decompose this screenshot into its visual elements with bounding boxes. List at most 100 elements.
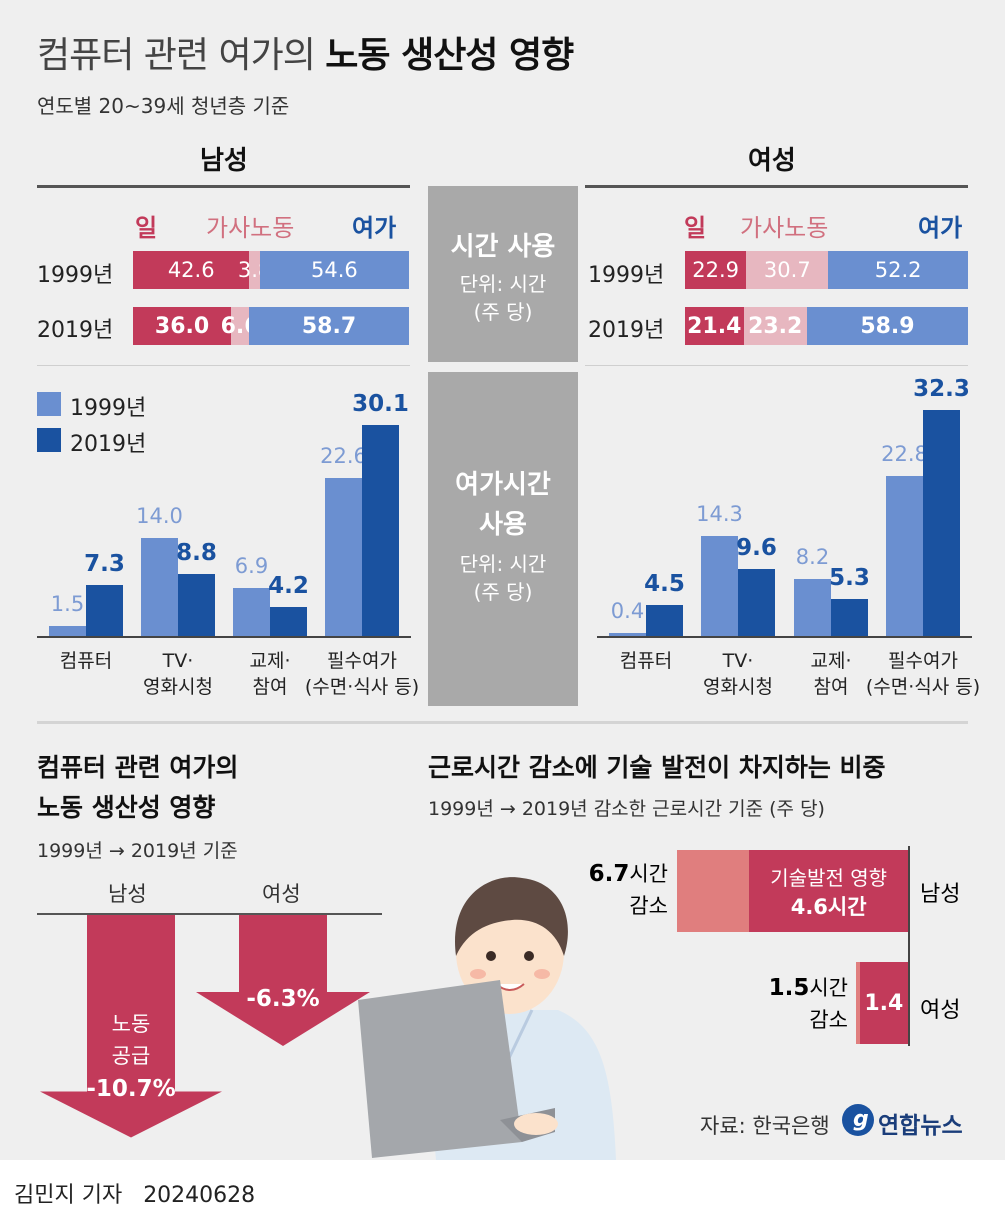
female-bar-label-3-1999년: 22.8 (881, 442, 928, 467)
female-bar-label-1-2019년: 9.6 (736, 534, 777, 561)
byline-date: 20240628 (143, 1183, 256, 1208)
female-bar-1999년-가사노동: 30.7 (746, 251, 829, 289)
female-bar-label-3-2019년: 32.3 (913, 375, 970, 402)
female-category-3: 필수여가 (수면·식사 등) (865, 650, 981, 698)
title-light: 컴퓨터 관련 여가의 (37, 35, 326, 76)
person-with-laptop-illustration (358, 877, 616, 1160)
female-total-label: 1.5시간 (760, 972, 848, 1002)
male-bar-label-2-1999년: 6.9 (234, 553, 269, 578)
time-use-band: 시간 사용 단위: 시간 (주 당) (428, 186, 578, 362)
male-category-1: TV· 영화시청 (143, 650, 213, 698)
legend-1999-label: 1999년 (70, 396, 147, 421)
laptop-screen (358, 980, 522, 1158)
female-bar-2-2019년 (831, 598, 868, 636)
time-use-title: 시간 사용 (450, 232, 556, 262)
male-bar-label-2-2019년: 4.2 (268, 572, 309, 599)
female-bar-label-2-1999년: 8.2 (795, 544, 830, 569)
female-bar-3-1999년 (886, 476, 923, 636)
male-tech-effect-value: 4.6시간 (790, 894, 867, 919)
title-bold: 노동 생산성 영향 (325, 35, 574, 76)
male-bar-label-3-1999년: 22.6 (320, 443, 367, 468)
source-text: 자료: 한국은행 (700, 1114, 830, 1138)
page-subtitle: 연도별 20~39세 청년층 기준 (37, 94, 290, 118)
female-bar-1999년-여가: 52.2 (828, 251, 968, 289)
productivity-baseline (37, 913, 382, 915)
legend-2019-label: 2019년 (70, 432, 147, 457)
male-bar-1999년-여가: 54.6 (259, 251, 409, 289)
female-bar-label-1-1999년: 14.3 (696, 501, 743, 526)
female-column-header: 여성 (748, 146, 796, 176)
person-hair (455, 877, 568, 956)
female-category-1: TV· 영화시청 (703, 650, 773, 698)
leisure-use-title: 여가시간 (455, 470, 551, 500)
male-bar-3-1999년 (325, 477, 362, 636)
section-separator (37, 721, 968, 724)
yonhap-logo-text: 연합뉴스 (878, 1113, 963, 1139)
male-category-2: 교제· 참여 (249, 650, 291, 698)
person-cheek-left (470, 969, 486, 979)
male-total-num: 6.7 (588, 861, 630, 887)
male-tech-effect-bar: 기술발전 영향 4.6시간 (749, 850, 908, 932)
male-bar-2-2019년 (270, 606, 307, 636)
male-bar-2019년-일: 36.0 (133, 307, 232, 345)
female-header-rule (585, 185, 968, 188)
productivity-subtitle: 1999년 → 2019년 기준 (37, 840, 238, 862)
male-bar-2019년-여가: 58.7 (249, 307, 409, 345)
male-header-rule (37, 185, 410, 188)
leisure-use-unit-week: (주 당) (473, 580, 533, 604)
tech-female-label: 여성 (920, 998, 961, 1023)
byline-reporter: 김민지 기자 (14, 1183, 123, 1208)
male-bar-label-0-1999년: 1.5 (50, 591, 85, 616)
male-bar-label-1-1999년: 14.0 (136, 504, 183, 528)
female-arrow-value: -6.3% (246, 986, 320, 1012)
legend-1999-swatch (37, 392, 61, 416)
female-bar-2019년-가사노동: 23.2 (743, 307, 807, 345)
male-arrow-text-1: 노동 (111, 1012, 151, 1036)
tech-share-axis (908, 846, 910, 1046)
leisure-use-unit: 단위: 시간 (459, 552, 547, 576)
time-use-unit-week: (주 당) (473, 300, 533, 324)
male-year-1999: 1999년 (37, 263, 114, 288)
female-tech-effect-bar: 1.4 (859, 962, 908, 1044)
person-eye-left (486, 951, 496, 961)
female-bar-2019년-일: 21.4 (685, 307, 744, 345)
female-legend-leisure: 여가 (918, 214, 963, 242)
male-total-unit: 시간 (629, 862, 668, 886)
male-bar-0-2019년 (86, 584, 123, 636)
male-column-header: 남성 (200, 146, 248, 176)
page-title: 컴퓨터 관련 여가의 노동 생산성 영향 (37, 26, 574, 78)
male-legend-work: 일 (135, 214, 158, 242)
female-bar-1999년-일: 22.9 (685, 251, 747, 289)
time-use-unit: 단위: 시간 (459, 272, 547, 296)
male-total-suffix: 감소 (629, 894, 668, 918)
male-bar-label-3-2019년: 30.1 (352, 391, 409, 418)
male-bar-0-1999년 (49, 625, 86, 636)
male-bar-1-2019년 (178, 574, 215, 636)
male-bar-label-1-2019년: 8.8 (176, 540, 217, 567)
tech-share-title: 근로시간 감소에 기술 발전이 차지하는 비중 (428, 753, 886, 782)
male-bar-1999년-일: 42.6 (133, 251, 250, 289)
female-bar-2-1999년 (794, 578, 831, 636)
female-total-num: 1.5 (768, 975, 810, 1001)
productivity-female-label: 여성 (262, 882, 301, 906)
female-category-0: 컴퓨터 (619, 650, 673, 672)
female-bar-0-1999년 (609, 633, 646, 636)
female-total-suffix: 감소 (809, 1008, 848, 1032)
tech-male-label: 남성 (920, 882, 961, 907)
male-arrow-value: -10.7% (86, 1076, 176, 1102)
male-bar-3-2019년 (362, 425, 399, 636)
male-legend-housework: 가사노동 (206, 214, 295, 242)
tech-share-subtitle: 1999년 → 2019년 감소한 근로시간 기준 (주 당) (428, 798, 825, 820)
male-bar-label-0-2019년: 7.3 (84, 550, 125, 577)
productivity-title-2: 노동 생산성 영향 (37, 793, 216, 822)
female-bar-label-0-2019년: 4.5 (644, 570, 685, 597)
male-legend-leisure: 여가 (352, 214, 397, 242)
female-year-1999: 1999년 (588, 263, 665, 288)
productivity-title-1: 컴퓨터 관련 여가의 (37, 753, 239, 782)
person-eye-right (524, 951, 534, 961)
female-bar-1-2019년 (738, 568, 775, 636)
female-bar-1-1999년 (701, 535, 738, 636)
leisure-use-band: 여가시간 사용 단위: 시간 (주 당) (428, 372, 578, 706)
